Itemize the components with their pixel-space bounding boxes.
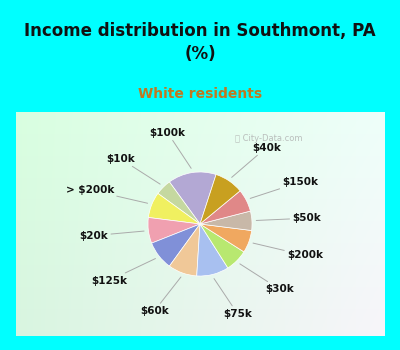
Text: $150k: $150k xyxy=(250,177,318,198)
Text: Income distribution in Southmont, PA
(%): Income distribution in Southmont, PA (%) xyxy=(24,22,376,63)
Text: $50k: $50k xyxy=(256,213,321,223)
Text: $30k: $30k xyxy=(240,264,294,294)
Wedge shape xyxy=(200,211,252,231)
Text: $200k: $200k xyxy=(253,243,323,260)
Wedge shape xyxy=(148,217,200,243)
Text: $60k: $60k xyxy=(140,277,181,316)
Text: ⓘ City-Data.com: ⓘ City-Data.com xyxy=(235,134,302,144)
Wedge shape xyxy=(200,175,240,224)
Wedge shape xyxy=(170,172,216,224)
Text: White residents: White residents xyxy=(138,87,262,101)
Text: $125k: $125k xyxy=(91,259,156,286)
Wedge shape xyxy=(200,224,252,252)
Wedge shape xyxy=(152,224,200,266)
Wedge shape xyxy=(148,194,200,224)
Wedge shape xyxy=(200,191,250,224)
Wedge shape xyxy=(200,224,244,268)
Wedge shape xyxy=(197,224,228,276)
Wedge shape xyxy=(158,182,200,224)
Wedge shape xyxy=(170,224,200,276)
Text: $40k: $40k xyxy=(232,142,281,177)
Text: > $200k: > $200k xyxy=(66,185,148,203)
Text: $10k: $10k xyxy=(106,154,160,184)
Text: $75k: $75k xyxy=(214,279,252,318)
Text: $20k: $20k xyxy=(80,231,144,240)
Text: $100k: $100k xyxy=(150,128,191,168)
